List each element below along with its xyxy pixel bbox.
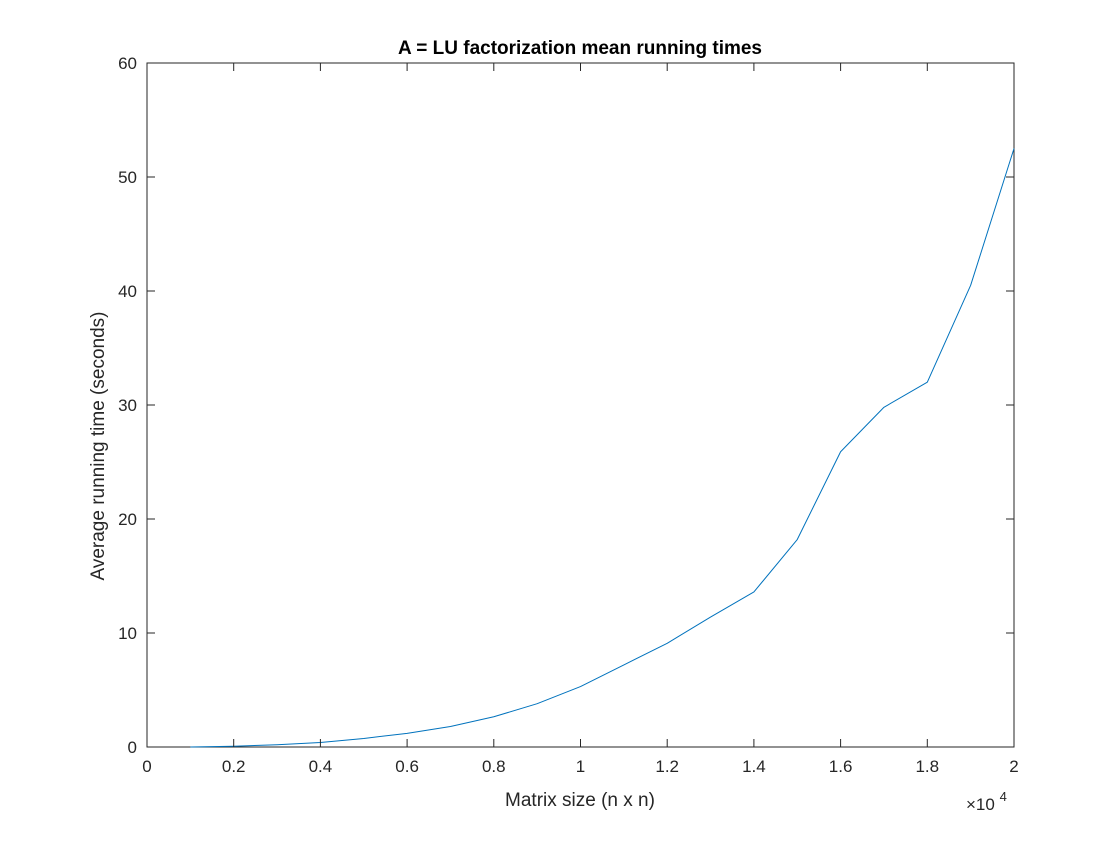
y-axis-label: Average running time (seconds): [88, 312, 109, 581]
x-tick-label: 2: [1009, 757, 1018, 776]
axes-box: [146, 62, 1015, 748]
x-tick-label: 1.6: [829, 757, 853, 776]
x-tick-label: 1: [576, 757, 585, 776]
x-axis-label: Matrix size (n x n): [505, 790, 655, 811]
y-tick-label: 40: [118, 282, 137, 301]
x-axis-exponent: ×10 4: [966, 789, 1007, 814]
plot-area: [146, 62, 1015, 748]
x-tick-label: 1.2: [655, 757, 679, 776]
y-tick-label: 50: [118, 168, 137, 187]
x-axis-exponent-base: ×10: [966, 795, 995, 814]
y-tick-label: 20: [118, 510, 137, 529]
x-tick-label: 0.8: [482, 757, 506, 776]
chart-title: A = LU factorization mean running times: [398, 38, 762, 59]
y-tick-label: 30: [118, 396, 137, 415]
x-tick-label: 0.4: [309, 757, 333, 776]
x-tick-label: 0.6: [395, 757, 419, 776]
y-tick-label: 10: [118, 624, 137, 643]
y-tick-label: 60: [118, 54, 137, 73]
x-axis-exponent-power: 4: [1000, 789, 1007, 804]
y-tick-label: 0: [128, 738, 137, 757]
x-tick-label: 0.2: [222, 757, 246, 776]
x-tick-label: 0: [142, 757, 151, 776]
x-tick-label: 1.4: [742, 757, 766, 776]
series-line: [190, 148, 1015, 748]
x-tick-label: 1.8: [915, 757, 939, 776]
